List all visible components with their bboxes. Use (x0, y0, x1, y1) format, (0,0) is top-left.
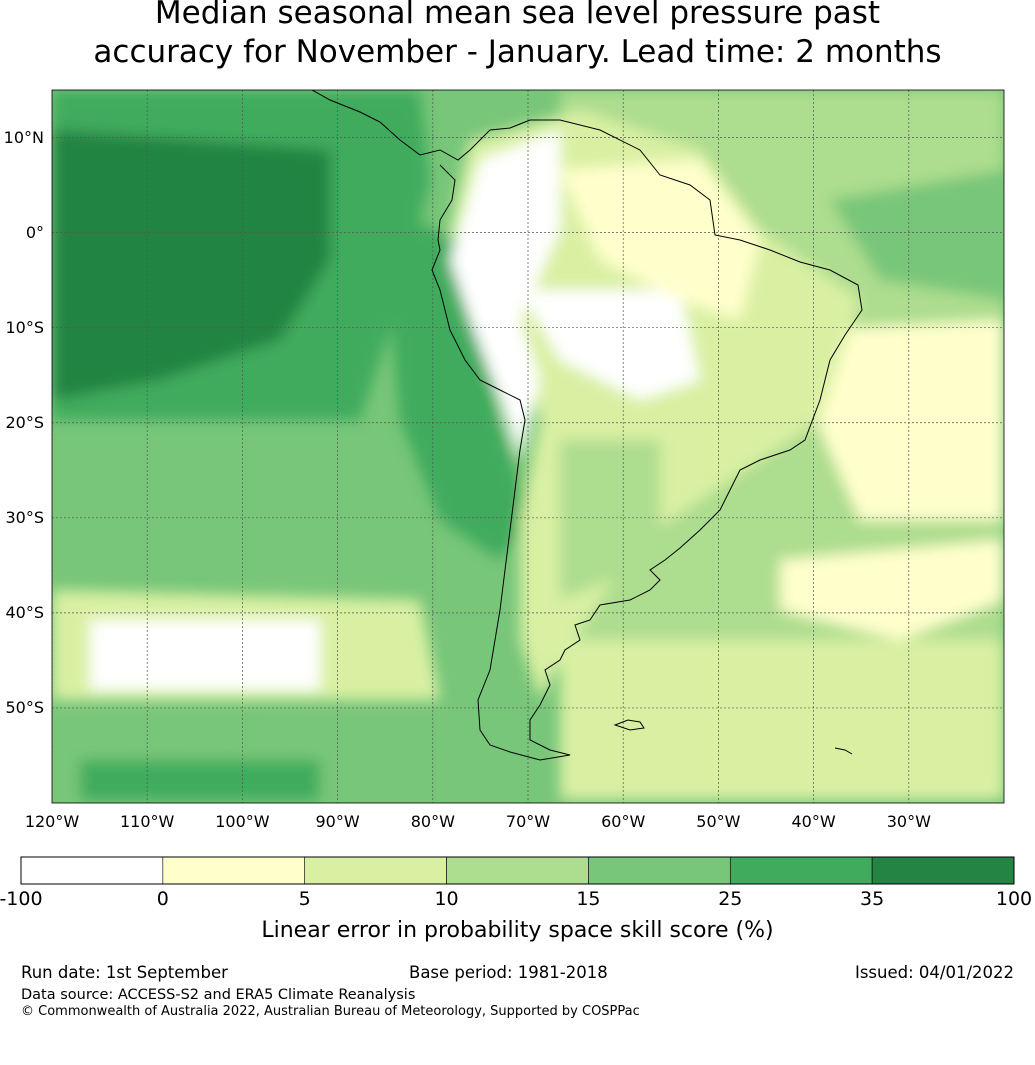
longitude-label: 50°W (696, 812, 741, 831)
data-source: Data source: ACCESS-S2 and ERA5 Climate … (21, 987, 416, 1003)
run-date: Run date: 1st September (21, 963, 228, 982)
longitude-label: 100°W (215, 812, 270, 831)
south-america-coastline (311, 90, 863, 761)
colorbar-swatch (446, 856, 589, 885)
colorbar-tick-label: 15 (576, 888, 601, 910)
andes-white-strip (450, 130, 560, 460)
title-line-1: Median seasonal mean sea level pressure … (154, 0, 881, 31)
map-frame (51, 89, 1005, 804)
latitude-label: 0° (25, 222, 44, 242)
longitude-label: 120°W (24, 812, 80, 831)
copyright: © Commonwealth of Australia 2022, Austra… (21, 1004, 640, 1019)
atlantic-green-patch (830, 170, 1004, 300)
colorbar-tick-label: -100 (0, 888, 43, 910)
coastal-green-strip (380, 200, 530, 560)
longitude-label: 110°W (120, 812, 175, 831)
colorbar-caption: Linear error in probability space skill … (261, 918, 774, 943)
atlantic-light-patch (820, 320, 1004, 520)
south-atlantic-field (560, 640, 1004, 800)
longitude-label: 60°W (601, 812, 646, 831)
colorbar-swatch (162, 856, 306, 885)
south-georgia-outline (834, 747, 853, 755)
falklands-outline (613, 719, 645, 731)
title-line-2: accuracy for November - January. Lead ti… (93, 34, 942, 70)
latitude-label: 40°S (5, 602, 44, 622)
longitude-label: 70°W (505, 812, 551, 831)
map-title: Median seasonal mean sea level pressure … (0, 0, 1035, 72)
latitude-label: 10°N (3, 127, 44, 147)
colorbar-swatch (304, 856, 447, 885)
latitude-label: 30°S (5, 507, 44, 527)
colorbar (20, 856, 1015, 885)
atlantic-light-patch-2 (780, 540, 1004, 640)
longitude-label: 90°W (315, 812, 360, 831)
southern-ocean-dark (80, 760, 320, 800)
colorbar-swatch (588, 856, 731, 885)
colorbar-tick-label: 10 (434, 888, 459, 910)
colorbar-swatch (871, 856, 1015, 885)
colorbar-tick-label: 0 (156, 888, 169, 910)
interior-white-patch (520, 290, 700, 400)
colorbar-tick-label: 5 (298, 888, 311, 910)
issued-date: Issued: 04/01/2022 (854, 963, 1014, 982)
colorbar-tick-label: 25 (718, 888, 743, 910)
colorbar-tick-label: 100 (995, 888, 1033, 910)
colorbar-tick-label: 35 (860, 888, 885, 910)
longitude-label: 40°W (791, 812, 836, 831)
colorbar-swatch (20, 856, 164, 885)
latitude-label: 50°S (5, 697, 44, 717)
latitude-label: 20°S (5, 412, 44, 432)
colorbar-swatch (729, 856, 873, 885)
map-field (52, 90, 1004, 803)
longitude-label: 80°W (410, 812, 455, 831)
base-period: Base period: 1981-2018 (409, 963, 608, 982)
pacific-dark-field (52, 130, 330, 400)
graticule (52, 90, 1004, 803)
latitude-label: 10°S (5, 317, 44, 337)
south-pacific-white-patch (90, 620, 320, 690)
colorbar-frame (20, 856, 1015, 885)
continent-field (450, 110, 860, 700)
pampas-patch (560, 440, 660, 600)
longitude-label: 30°W (886, 812, 931, 831)
